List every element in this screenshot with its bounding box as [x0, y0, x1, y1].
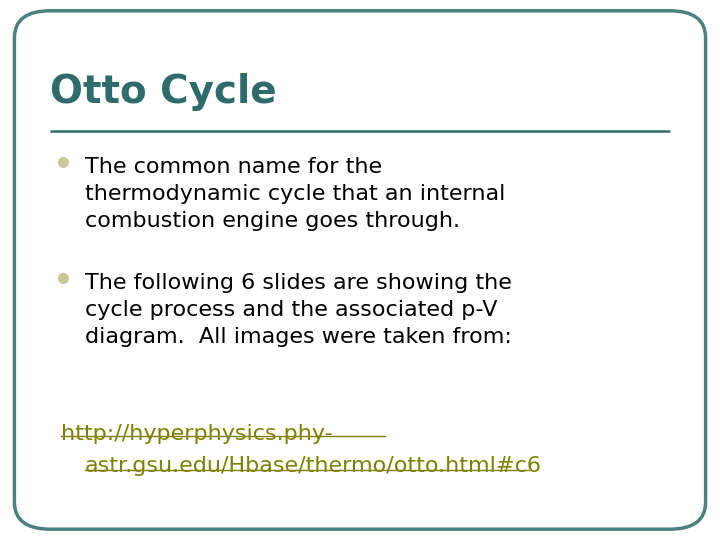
Text: Otto Cycle: Otto Cycle: [50, 73, 277, 111]
Text: http://hyperphysics.phy-: http://hyperphysics.phy-: [61, 424, 333, 444]
Text: The following 6 slides are showing the
cycle process and the associated p-V
diag: The following 6 slides are showing the c…: [85, 273, 512, 347]
FancyBboxPatch shape: [14, 11, 706, 529]
Text: astr.gsu.edu/Hbase/thermo/otto.html#c6: astr.gsu.edu/Hbase/thermo/otto.html#c6: [85, 456, 542, 476]
Text: The common name for the
thermodynamic cycle that an internal
combustion engine g: The common name for the thermodynamic cy…: [85, 157, 505, 231]
